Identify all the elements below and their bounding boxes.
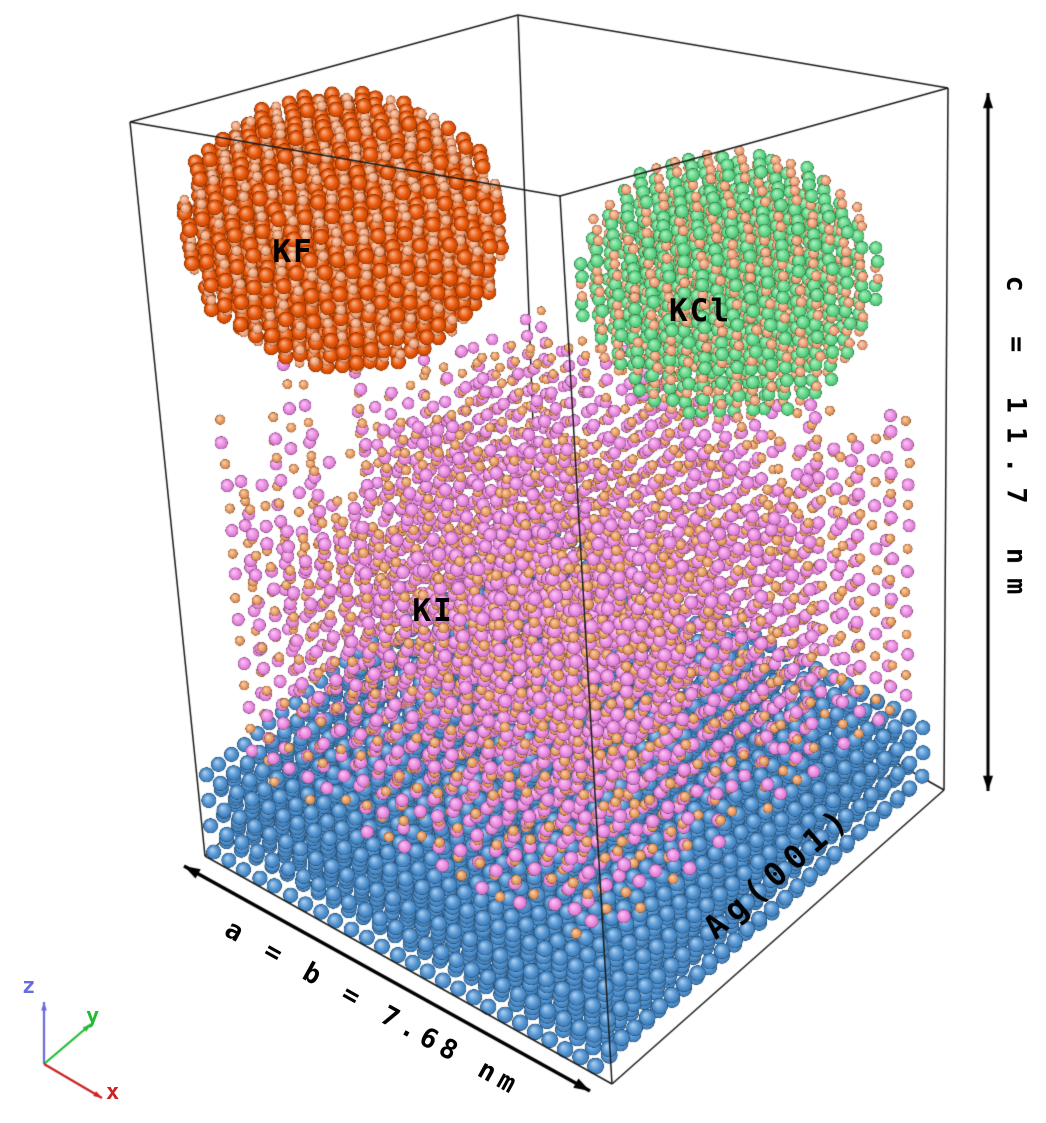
ki-film-label: KI: [412, 593, 454, 629]
y-axis-label: y: [86, 1004, 100, 1029]
kcl-cluster-label: KCl: [669, 293, 731, 329]
z-axis-label: z: [22, 974, 36, 999]
vertical-dimension-label: c = 11.7 nm: [1000, 275, 1032, 609]
x-axis-label: x: [106, 1080, 120, 1105]
kf-cluster-label: KF: [272, 234, 314, 270]
